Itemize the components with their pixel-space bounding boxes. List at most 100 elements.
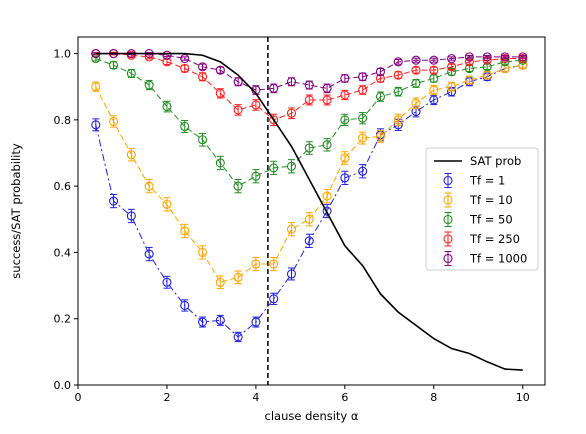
x-tick-label: 0 <box>75 391 82 404</box>
data-point <box>126 68 136 79</box>
data-point <box>340 73 350 83</box>
legend-item: Tf = 250 <box>443 231 520 247</box>
data-point <box>215 277 225 287</box>
legend-label: Tf = 250 <box>469 232 520 246</box>
data-point <box>215 315 225 325</box>
data-point <box>340 153 350 163</box>
data-point <box>162 50 172 60</box>
data-point <box>429 65 439 75</box>
data-point <box>162 57 172 67</box>
data-point <box>286 108 297 118</box>
y-tick-label: 1.0 <box>54 48 72 61</box>
data-point <box>269 115 279 125</box>
data-point <box>180 63 190 74</box>
data-point <box>464 75 474 85</box>
data-point <box>162 277 172 287</box>
data-point <box>358 72 368 82</box>
data-point <box>358 133 368 143</box>
data-point <box>251 171 261 181</box>
data-point <box>393 70 403 80</box>
y-tick-label: 0.8 <box>54 114 72 127</box>
plot-area <box>91 37 528 385</box>
data-point <box>197 72 208 82</box>
data-point <box>286 269 297 279</box>
data-point <box>340 115 350 125</box>
data-point <box>411 65 421 75</box>
data-point <box>269 294 279 304</box>
data-point <box>358 166 368 176</box>
data-point <box>126 150 136 160</box>
data-point <box>322 95 332 105</box>
legend-item: Tf = 1 <box>443 173 505 188</box>
y-tick-label: 0.4 <box>54 246 72 259</box>
data-point <box>340 173 350 183</box>
data-point <box>304 236 314 246</box>
data-point <box>322 191 332 201</box>
data-point <box>482 62 492 72</box>
data-point <box>411 78 421 88</box>
data-point <box>286 224 297 234</box>
data-point <box>286 161 297 171</box>
x-axis-label: clause density α <box>265 409 359 423</box>
data-point <box>304 80 314 90</box>
legend-label: Tf = 50 <box>469 213 513 227</box>
legend-swatch-marker <box>443 195 453 205</box>
data-point <box>109 116 119 127</box>
data-point <box>269 83 279 93</box>
legend-swatch-marker <box>443 175 453 186</box>
y-tick-label: 0.0 <box>54 379 72 392</box>
data-point <box>447 53 457 64</box>
data-point <box>180 53 190 64</box>
data-point <box>251 317 261 327</box>
legend-item: Tf = 50 <box>443 212 513 227</box>
data-point <box>411 98 421 108</box>
data-point <box>197 135 208 145</box>
data-point <box>215 88 225 98</box>
data-point <box>447 82 457 92</box>
x-tick-label: 10 <box>516 391 530 404</box>
legend: SAT prob Tf = 1 Tf = 10 Tf = 50 Tf = 250 Tf =… <box>425 147 539 271</box>
data-point <box>304 214 314 224</box>
legend-box <box>425 147 539 271</box>
plot-frame <box>77 36 546 386</box>
x-tick-label: 6 <box>341 391 348 404</box>
data-point <box>304 95 314 105</box>
legend-label: Tf = 1000 <box>469 252 527 266</box>
y-tick-label: 0.6 <box>54 180 72 193</box>
data-point <box>304 143 314 153</box>
data-point <box>162 102 172 112</box>
data-point <box>126 211 136 221</box>
sat-prob-line <box>95 52 523 371</box>
legend-swatch-marker <box>443 253 453 264</box>
data-point <box>375 67 385 77</box>
data-point <box>233 332 243 342</box>
data-point <box>393 115 403 125</box>
plot-inner <box>91 37 528 385</box>
data-point <box>429 95 439 105</box>
axes: 0 2 4 6 8 10 0.0 0.2 0.4 0.6 0.8 1.0 <box>54 36 546 404</box>
data-point <box>197 247 208 257</box>
data-point <box>197 62 208 72</box>
y-axis-label: success/SAT probability <box>9 143 23 279</box>
data-point <box>411 55 421 65</box>
data-point <box>375 131 385 141</box>
legend-item: SAT prob <box>434 154 521 168</box>
data-point <box>322 83 332 93</box>
legend-label: Tf = 10 <box>469 193 513 207</box>
x-tick-label: 8 <box>430 391 437 404</box>
data-point <box>180 226 190 236</box>
data-point <box>180 121 190 132</box>
legend-label: SAT prob <box>470 154 521 168</box>
x-tick-label: 2 <box>163 391 170 404</box>
data-point <box>269 163 279 173</box>
legend-item: Tf = 10 <box>443 192 513 208</box>
data-point <box>482 52 492 62</box>
legend-swatch-marker <box>443 214 453 225</box>
data-point <box>464 52 474 62</box>
data-point <box>429 55 439 65</box>
data-point <box>322 140 332 150</box>
data-point <box>251 259 261 269</box>
data-point <box>500 52 510 62</box>
series-2 <box>91 60 528 290</box>
